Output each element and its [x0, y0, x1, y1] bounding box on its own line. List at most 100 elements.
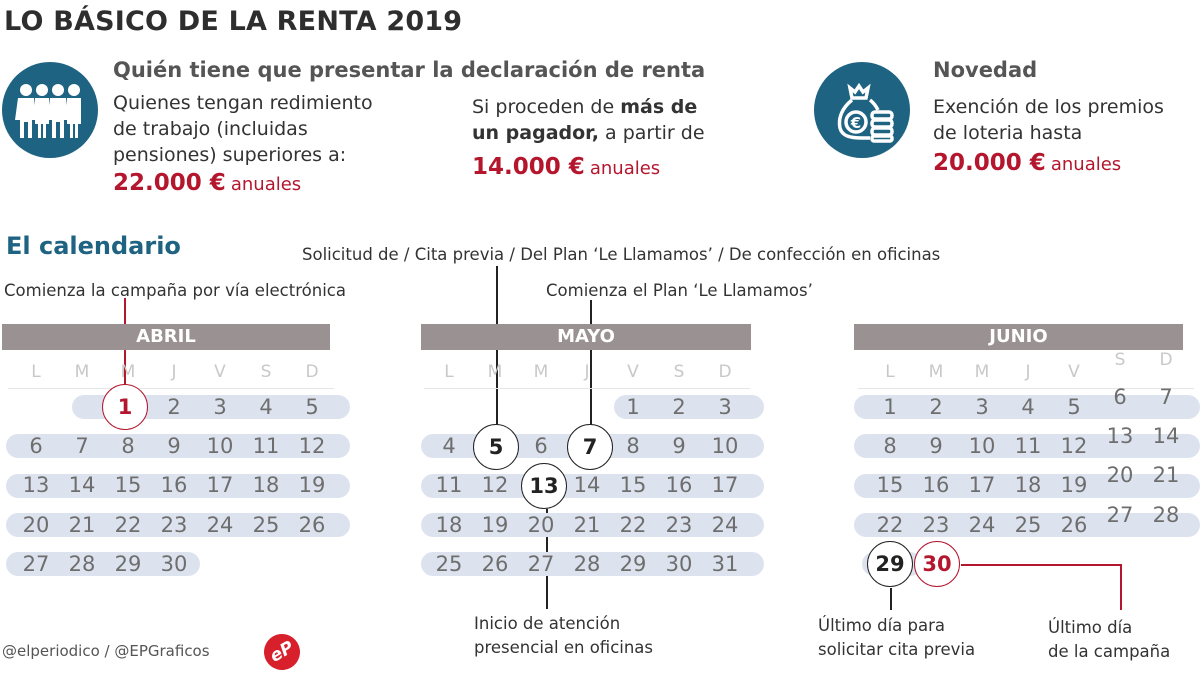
annotation-cita-previa: Solicitud de / Cita previa / Del Plan ‘L… [302, 245, 941, 264]
who-col2-threshold: 14.000 € anuales [472, 154, 660, 180]
day-cell: 6 [534, 434, 548, 458]
week-row: 22 23 24 25 26 27 28 [867, 503, 1189, 552]
day-cell: 11 [435, 473, 463, 497]
day-cell: 20 [22, 513, 50, 537]
connector-line-last-day-h [961, 564, 1121, 566]
weekday-label: M [120, 362, 136, 382]
day-cell: 18 [252, 473, 280, 497]
amount-value: 20.000 € [933, 150, 1046, 176]
novedad-threshold: 20.000 € anuales [933, 150, 1121, 176]
week-row: 18 19 20 21 22 23 24 [426, 513, 748, 552]
who-col1-line: pensiones) superiores a: [113, 144, 347, 166]
weekday-label: S [1114, 350, 1126, 370]
svg-text:€: € [850, 114, 861, 132]
day-cell [518, 395, 564, 434]
day-cell: 10 [711, 434, 739, 458]
annotation-campaign-start: Comienza la campaña por vía electrónica [4, 281, 346, 300]
day-cell: 3 [718, 395, 732, 419]
day-cell: 26 [298, 513, 326, 537]
week-pill [6, 552, 200, 576]
novedad-heading: Novedad [933, 58, 1038, 82]
amount-value: 22.000 € [113, 170, 226, 196]
week-pill [6, 474, 350, 498]
weekday-label: J [1025, 362, 1031, 382]
week-pill [614, 395, 764, 419]
annotation-line: solicitar cita previa [818, 640, 976, 659]
day-cell: 2 [929, 395, 943, 419]
weekday-label: M [928, 362, 944, 382]
day-cell: 22 [114, 513, 142, 537]
day-cell: 19 [481, 513, 509, 537]
weekday-label: V [627, 362, 639, 382]
day-cell: 13 [22, 473, 50, 497]
day-cell: 26 [481, 552, 509, 576]
week-pill [854, 395, 1200, 419]
day-cell: 7 [1159, 385, 1173, 409]
day-cell: 11 [1014, 434, 1042, 458]
day-cell: 14 [573, 473, 601, 497]
day-cell: 27 [1106, 503, 1134, 527]
annotation-line: Último día para [818, 616, 946, 635]
week-pill [854, 434, 1200, 458]
amount-value: 14.000 € [472, 154, 585, 180]
weekday-label: L [885, 362, 895, 382]
day-cell: 5 [305, 395, 319, 419]
month-header-abril: ABRIL [2, 324, 330, 350]
weekday-label: M [974, 362, 990, 382]
divider [858, 388, 1194, 389]
day-cell: 28 [68, 552, 96, 576]
day-cell [13, 395, 59, 434]
day-cell: 6 [1113, 385, 1127, 409]
weekday-label: D [1159, 350, 1173, 370]
highlight-junio-29: 29 [867, 541, 913, 587]
day-cell: 26 [1060, 513, 1088, 537]
annotation-line: Inicio de atención [474, 614, 621, 633]
novedad-text: Exención de los premios de loteria hasta [933, 94, 1164, 146]
day-cell: 5 [1067, 395, 1081, 419]
week-row: 1 2 3 [426, 395, 748, 434]
day-cell: 8 [883, 434, 897, 458]
annotation-last-cita: Último día para solicitar cita previa [818, 614, 975, 662]
week-pill [421, 513, 764, 537]
weekday-label: M [74, 362, 90, 382]
day-cell: 17 [711, 473, 739, 497]
day-cell: 14 [68, 473, 96, 497]
day-cell: 31 [711, 552, 739, 576]
day-cell: 14 [1152, 424, 1180, 448]
month-header-junio: JUNIO [854, 324, 1183, 350]
day-cell: 28 [573, 552, 601, 576]
day-cell: 12 [481, 473, 509, 497]
weekday-label: D [305, 362, 319, 382]
people-icon [2, 62, 98, 158]
divider [424, 388, 750, 389]
day-cell: 15 [619, 473, 647, 497]
weekday-label: M [533, 362, 549, 382]
week-row: 20 21 22 23 24 25 26 [13, 513, 335, 552]
day-cell: 29 [114, 552, 142, 576]
week-pill [421, 474, 764, 498]
weekday-label: L [31, 362, 41, 382]
page-title: LO BÁSICO DE LA RENTA 2019 [4, 6, 463, 37]
day-cell: 20 [1106, 463, 1134, 487]
day-cell: 30 [160, 552, 188, 576]
day-cell [426, 395, 472, 434]
day-cell: 21 [68, 513, 96, 537]
day-cell: 21 [573, 513, 601, 537]
who-col1-threshold: 22.000 € anuales [113, 170, 301, 196]
week-pill [421, 552, 764, 576]
week-pill [6, 513, 350, 537]
week-pill [854, 513, 1200, 537]
day-cell [59, 395, 105, 434]
week-pill [854, 474, 1200, 498]
day-cell: 12 [298, 434, 326, 458]
day-cell: 21 [1152, 463, 1180, 487]
day-cell: 23 [665, 513, 693, 537]
day-cell: 8 [626, 434, 640, 458]
highlight-mayo-7: 7 [567, 424, 613, 470]
elperiodico-logo: eP [257, 627, 307, 677]
